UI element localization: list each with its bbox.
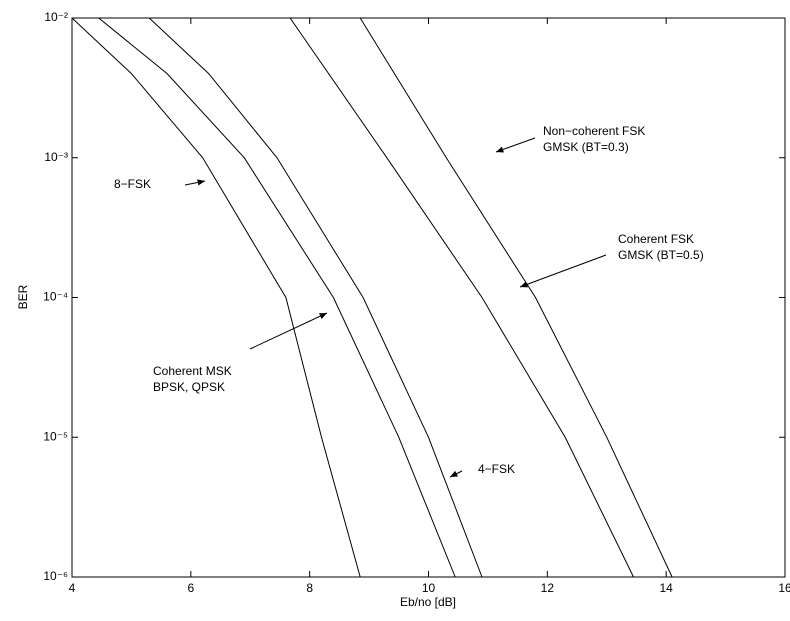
y-axis-label: BER (16, 284, 30, 309)
arrow-head (197, 179, 205, 186)
annotation: Coherent MSK (153, 364, 232, 378)
y-tick-label: 10⁻³ (44, 150, 68, 164)
arrow-head (319, 313, 327, 319)
curve (98, 17, 456, 578)
annotation: GMSK (BT=0.5) (618, 248, 704, 262)
arrow-head (520, 281, 528, 288)
x-tick-label: 8 (306, 581, 313, 595)
annotation-arrow (519, 254, 607, 288)
arrow-head (496, 146, 504, 153)
x-tick-label: 10 (422, 581, 436, 595)
annotation: 4−FSK (478, 462, 515, 476)
annotation: GMSK (BT=0.3) (543, 140, 629, 154)
x-tick-label: 12 (541, 581, 555, 595)
y-tick-label: 10⁻² (44, 10, 68, 24)
x-axis-label: Eb/no [dB] (400, 595, 456, 609)
x-tick-label: 6 (187, 581, 194, 595)
annotation: 8−FSK (114, 177, 151, 191)
arrow-head (450, 470, 458, 477)
curve (71, 17, 361, 578)
curve (289, 17, 634, 578)
annotation: Non−coherent FSK (543, 124, 645, 138)
annotation: BPSK, QPSK (153, 380, 225, 394)
annotation-arrow (249, 312, 328, 350)
x-tick-label: 14 (659, 581, 673, 595)
x-tick-label: 16 (778, 581, 790, 595)
plot-frame (71, 17, 786, 578)
curve (148, 17, 483, 578)
y-tick-label: 10⁻⁴ (43, 290, 68, 304)
y-tick-label: 10⁻⁵ (43, 429, 68, 443)
x-tick-label: 4 (69, 581, 76, 595)
curve (359, 17, 673, 578)
y-tick-label: 10⁻⁶ (43, 569, 68, 583)
annotation: Coherent FSK (618, 232, 694, 246)
